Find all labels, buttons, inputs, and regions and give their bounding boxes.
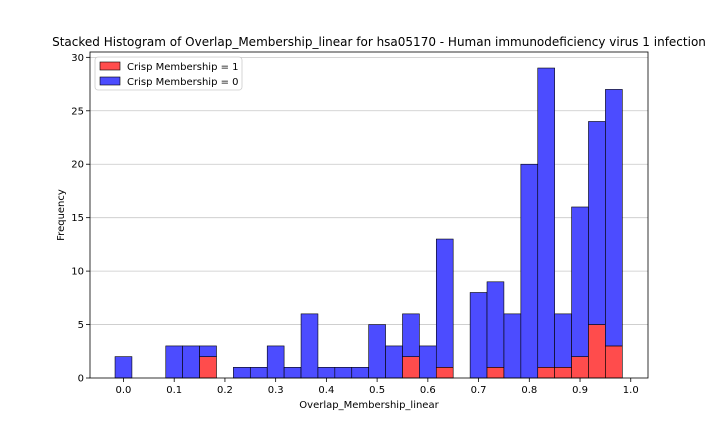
x-tick-label: 0.8 (521, 385, 537, 396)
y-tick-label: 20 (71, 160, 84, 171)
y-tick-label: 25 (71, 106, 84, 117)
bar-crisp-0 (300, 313, 319, 379)
bar-crisp-1 (605, 345, 623, 379)
bar-crisp-0 (233, 367, 251, 379)
bar-crisp-1 (435, 367, 454, 379)
legend-swatch (99, 76, 121, 86)
bar-crisp-0 (351, 367, 369, 379)
bar-crisp-0 (283, 367, 302, 379)
bar-crisp-0 (588, 121, 606, 325)
bar-crisp-0 (368, 324, 386, 379)
bar-crisp-0 (503, 313, 522, 379)
bars (114, 67, 623, 379)
legend-label: Crisp Membership = 1 (127, 62, 239, 73)
y-tick-label: 5 (78, 320, 84, 331)
bar-crisp-0 (385, 345, 403, 379)
bar-crisp-0 (165, 345, 183, 379)
x-axis-label: Overlap_Membership_linear (299, 400, 439, 411)
bar-crisp-1 (588, 324, 606, 379)
bar-crisp-0 (537, 67, 555, 368)
grid-lines (90, 56, 648, 325)
x-tick-label: 0.6 (420, 385, 436, 396)
bar-crisp-0 (419, 345, 437, 379)
chart-title: Stacked Histogram of Overlap_Membership_… (52, 35, 706, 49)
legend-swatch (99, 61, 121, 71)
bar-crisp-1 (554, 367, 572, 379)
y-axis-label: Frequency (56, 189, 67, 241)
bar-crisp-0 (571, 206, 589, 357)
bar-crisp-1 (571, 356, 589, 379)
bar-crisp-1 (199, 356, 217, 379)
bar-crisp-0 (605, 89, 623, 347)
x-tick-label: 0.9 (572, 385, 588, 396)
bar-crisp-0 (250, 367, 268, 379)
bar-crisp-1 (486, 367, 505, 379)
y-axis: 0 5 10 15 20 25 30 (71, 53, 90, 385)
legend-label: Crisp Membership = 0 (127, 77, 239, 88)
x-tick-label: 1.0 (623, 385, 639, 396)
bar-crisp-0 (469, 292, 488, 379)
bar-crisp-0 (402, 313, 420, 357)
x-axis: 0.0 0.1 0.2 0.3 0.4 0.5 0.6 0.7 0.8 0.9 1.0 (116, 378, 639, 396)
bar-crisp-0 (435, 238, 454, 368)
x-tick-label: 0.2 (217, 385, 233, 396)
bar-crisp-0 (554, 313, 572, 368)
bar-crisp-1 (537, 367, 555, 379)
y-tick-label: 30 (71, 53, 84, 64)
bar-crisp-0 (317, 367, 336, 379)
x-tick-label: 0.5 (369, 385, 385, 396)
bar-crisp-0 (114, 356, 133, 379)
y-tick-label: 15 (71, 213, 84, 224)
bar-crisp-1 (402, 356, 420, 379)
bar-crisp-0 (182, 345, 200, 379)
x-tick-label: 0.4 (318, 385, 334, 396)
x-tick-label: 0.1 (166, 385, 182, 396)
bar-crisp-0 (266, 345, 285, 379)
bar-crisp-0 (486, 281, 505, 368)
x-tick-label: 0.3 (268, 385, 284, 396)
y-tick-label: 0 (78, 374, 84, 385)
legend: Crisp Membership = 1 Crisp Membership = 0 (94, 56, 243, 91)
x-tick-label: 0.0 (116, 385, 132, 396)
bar-crisp-0 (520, 163, 539, 379)
legend-box (94, 56, 243, 91)
plot-frame (89, 51, 649, 379)
x-tick-label: 0.7 (471, 385, 487, 396)
bar-crisp-0 (334, 367, 353, 379)
bar-crisp-0 (199, 345, 217, 357)
y-tick-label: 10 (71, 267, 84, 278)
